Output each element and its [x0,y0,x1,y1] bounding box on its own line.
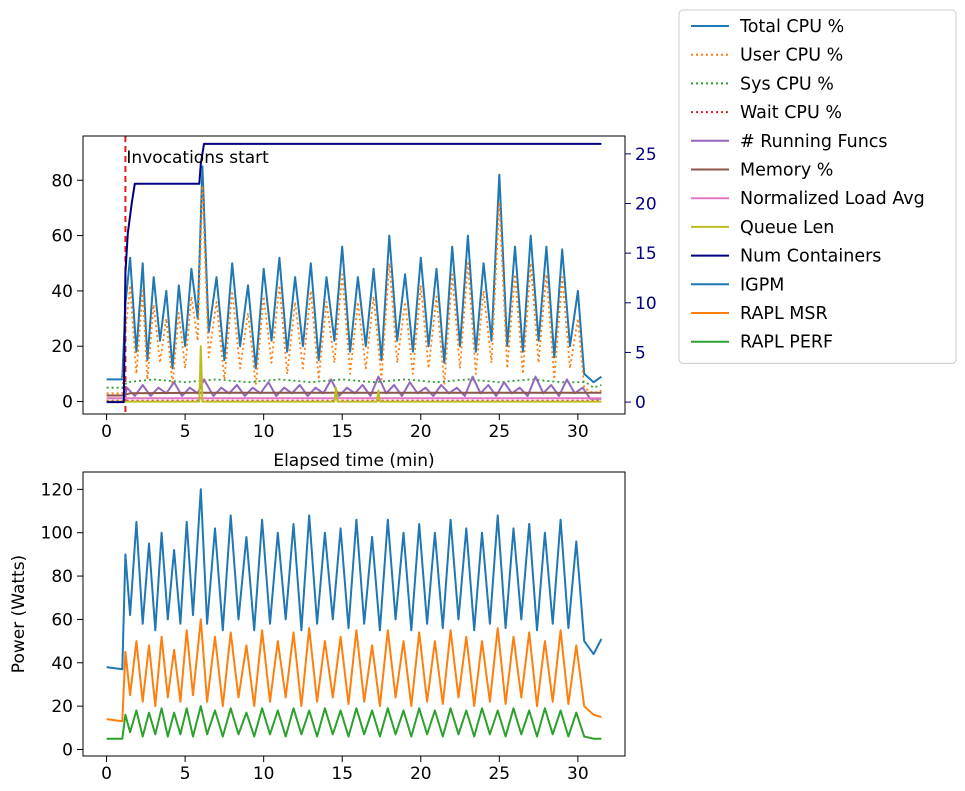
bottom-ticks-group: 0 5 10 15 20 25 30 0 20 40 60 80 100 120 [41,480,589,784]
y-tick-label: 100 [41,524,73,544]
right-y-tick-label: 10 [635,294,657,314]
x-tick-label: 0 [101,422,112,442]
x-tick-label: 0 [101,764,112,784]
legend-label: Num Containers [740,247,881,267]
x-tick-label: 25 [488,422,510,442]
series-line-rapl-msr [106,618,602,723]
top-series-group [106,136,602,414]
top-plot-frame [82,135,626,415]
legend-entry-num-containers: Num Containers [691,247,881,267]
legend-label: Sys CPU % [740,74,834,94]
x-tick-label: 5 [180,422,191,442]
legend-label: Wait CPU % [740,103,842,123]
y-tick-label: 40 [51,654,73,674]
bottom-y-axis-label: Power (Watts) [9,555,29,673]
right-y-tick-label: 25 [635,145,657,165]
y-tick-label: 0 [62,740,73,760]
legend-label: Total CPU % [739,17,844,37]
legend-label: # Running Funcs [740,132,888,152]
bottom-plot-frame [82,471,626,757]
x-tick-label: 10 [253,764,275,784]
legend-label: Memory % [740,161,833,181]
legend-entries: Total CPU % User CPU % Sys CPU % Wait CPU %… [691,17,925,353]
y-tick-label: 60 [51,610,73,630]
legend-entry-total-cpu: Total CPU % [691,17,844,37]
series-line-queue-len [106,345,602,403]
bottom-series-group [106,488,603,740]
y-tick-label: 80 [51,171,73,191]
invocations-start-annotation: Invocations start [126,148,269,168]
right-y-tick-label: 0 [635,393,646,413]
y-tick-label: 40 [51,282,73,302]
series-line-user-cpu [106,184,602,395]
y-tick-label: 20 [51,337,73,357]
x-tick-label: 15 [331,422,353,442]
x-tick-label: 5 [180,764,191,784]
legend-entry-wait-cpu: Wait CPU % [691,103,842,123]
x-tick-label: 30 [567,422,589,442]
right-y-tick-label: 15 [635,244,657,264]
x-tick-label: 25 [488,764,510,784]
x-tick-label: 30 [567,764,589,784]
legend-label: User CPU % [740,46,843,66]
legend-entry-rapl-msr: RAPL MSR [691,304,828,324]
series-line-memory [106,391,602,397]
legend: Total CPU % User CPU % Sys CPU % Wait CPU %… [678,9,957,364]
top-panel: 0 5 10 15 20 25 30 0 20 40 60 80 0 5 10 15 20 25 Invocati… [51,135,657,471]
y-tick-label: 80 [51,567,73,587]
top-ticks-group: 0 5 10 15 20 25 30 0 20 40 60 80 0 5 10 15 20 25 [51,145,656,442]
series-line-igpm [106,488,603,671]
series-line-sys-cpu [106,378,602,389]
x-tick-label: 15 [331,764,353,784]
legend-entry-running-funcs: # Running Funcs [691,132,888,152]
series-line-num-containers [106,142,602,404]
y-tick-label: 60 [51,227,73,247]
y-tick-label: 0 [62,393,73,413]
bottom-panel: 0 5 10 15 20 25 30 0 20 40 60 80 100 120 Power (Watts… [9,471,626,784]
legend-entry-rapl-perf: RAPL PERF [691,333,833,353]
legend-entry-sys-cpu: Sys CPU % [691,74,834,94]
y-tick-label: 120 [41,480,73,500]
legend-entry-normalized-load-avg: Normalized Load Avg [691,189,925,209]
legend-entry-queue-len: Queue Len [691,218,834,238]
y-tick-label: 20 [51,697,73,717]
legend-label: RAPL MSR [740,304,828,324]
legend-label: RAPL PERF [740,333,833,353]
legend-entry-igpm: IGPM [691,275,784,295]
top-x-axis-label: Elapsed time (min) [273,451,434,471]
legend-label: Queue Len [740,218,834,238]
x-tick-label: 20 [410,764,432,784]
legend-label: IGPM [740,275,784,295]
legend-box [678,9,957,364]
legend-entry-memory: Memory % [691,161,833,181]
legend-entry-user-cpu: User CPU % [691,46,843,66]
series-line-rapl-perf [106,705,602,740]
x-tick-label: 20 [410,422,432,442]
legend-label: Normalized Load Avg [740,189,925,209]
right-y-tick-label: 20 [635,195,657,215]
right-y-tick-label: 5 [635,343,646,363]
x-tick-label: 10 [253,422,275,442]
series-line-total-cpu [106,165,602,384]
